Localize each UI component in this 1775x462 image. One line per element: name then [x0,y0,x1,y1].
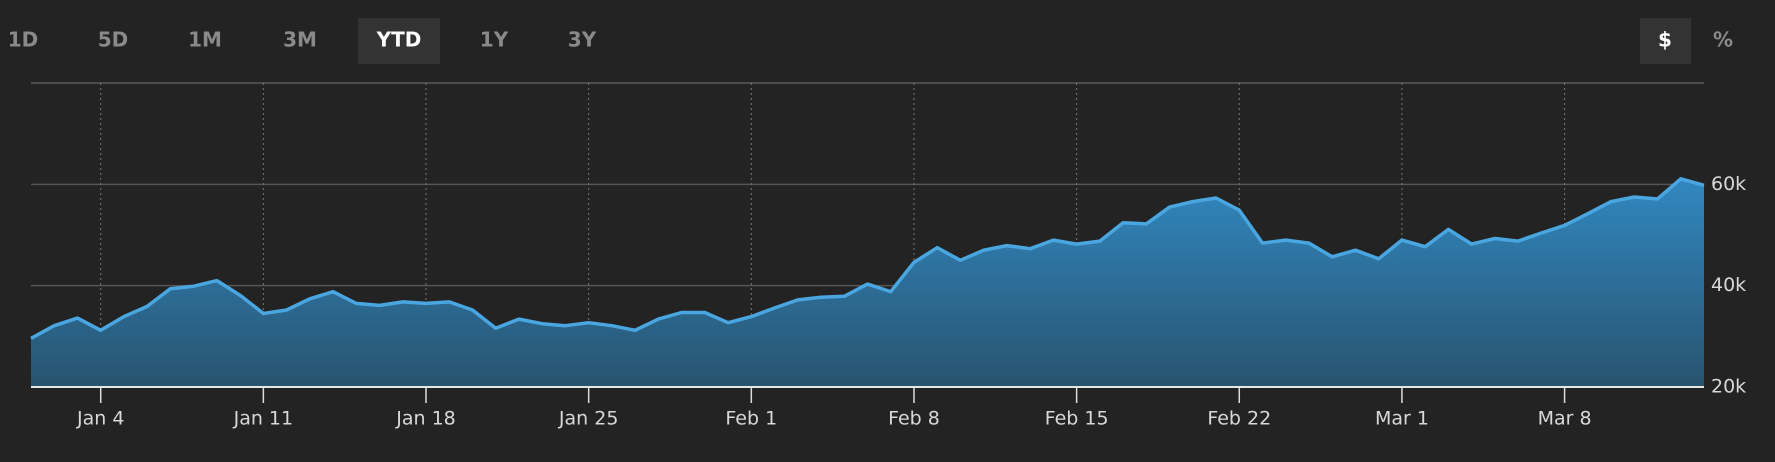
line [30,177,1705,340]
x-tick-label: Feb 22 [1207,408,1271,430]
x-tick-label: Feb 1 [725,408,777,430]
x-tick-label: Jan 25 [558,408,619,430]
x-tick-label: Jan 18 [395,408,456,430]
range-button[interactable]: 1D [8,28,39,52]
selected-range-bg [358,18,440,64]
range-button[interactable]: 3M [283,28,317,52]
y-tick-label: 40k [1711,274,1746,296]
x-tick-label: Mar 1 [1375,408,1429,430]
x-tick-label: Feb 15 [1045,408,1109,430]
unit-button[interactable]: $ [1658,28,1672,52]
x-tick-label: Jan 11 [233,408,294,430]
range-button[interactable]: 1M [188,28,222,52]
selected-unit-bg [1640,18,1691,64]
y-tick-label: 20k [1711,376,1746,398]
range-button[interactable]: 3Y [568,28,597,52]
range-button[interactable]: 1Y [480,28,509,52]
x-tick-label: Feb 8 [888,408,940,430]
range-button[interactable]: YTD [376,28,422,52]
range-button[interactable]: 5D [98,28,129,52]
y-tick-label: 60k [1711,173,1746,195]
area [31,178,1704,387]
x-tick-label: Jan 4 [76,408,124,430]
x-tick-label: Mar 8 [1538,408,1592,430]
unit-button[interactable]: % [1713,28,1733,52]
